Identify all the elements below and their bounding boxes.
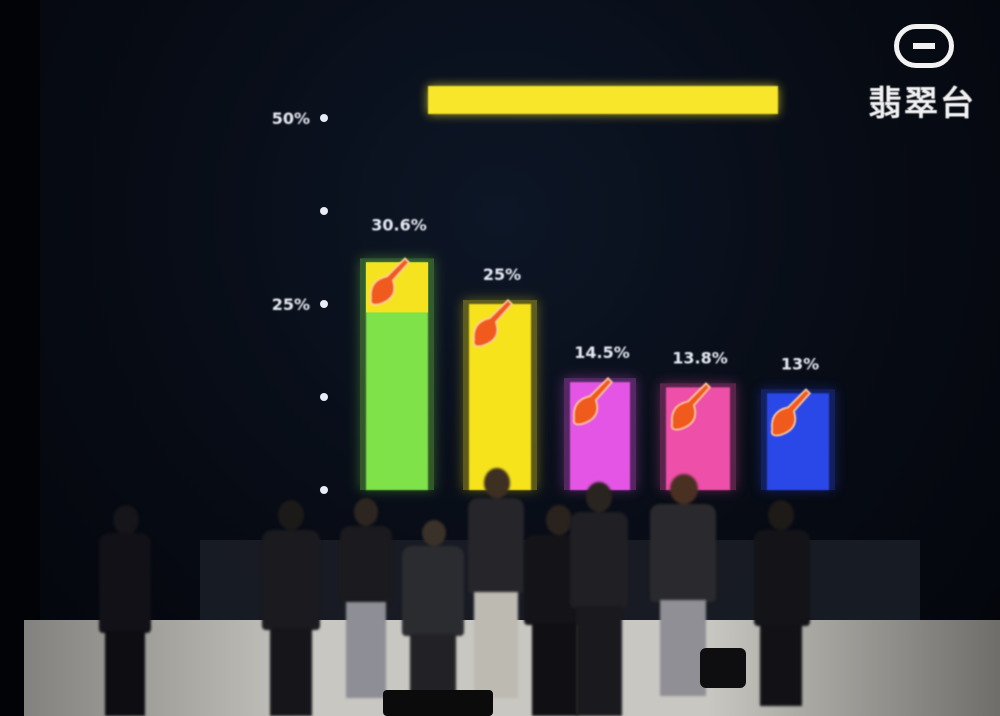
bar-value-label: 25% xyxy=(483,265,521,284)
bar-group xyxy=(761,388,835,490)
person-far-left xyxy=(95,505,155,716)
bar-group xyxy=(660,382,736,490)
channel-logo-icon xyxy=(894,24,954,68)
pipa-icon xyxy=(472,298,514,348)
bar xyxy=(767,393,829,490)
y-tick-mark xyxy=(320,207,328,215)
bar-value-label: 13% xyxy=(781,354,819,373)
person-6 xyxy=(648,474,718,696)
person-1 xyxy=(338,498,394,698)
y-tick-mark xyxy=(320,393,328,401)
bar-value-label: 14.5% xyxy=(574,343,630,362)
y-tick-mark xyxy=(320,300,328,308)
pipa-icon xyxy=(572,377,614,426)
y-tick-label: 25% xyxy=(272,295,310,314)
y-tick-mark xyxy=(320,486,328,494)
bar xyxy=(570,382,630,490)
bar-group xyxy=(360,257,434,490)
chart-title-banner xyxy=(428,86,778,114)
bar-value-label: 13.8% xyxy=(672,348,728,367)
person-3 xyxy=(466,468,526,698)
bar-group xyxy=(564,377,636,490)
pipa-icon xyxy=(670,382,712,431)
pipa-icon xyxy=(369,257,411,306)
channel-logo: 翡翠台 xyxy=(868,24,988,124)
left-border xyxy=(0,0,40,716)
bar-group xyxy=(463,298,537,490)
person-7 xyxy=(752,500,812,706)
y-tick-mark xyxy=(320,114,328,122)
person-2 xyxy=(398,520,468,716)
person-left xyxy=(258,500,324,716)
pipa-icon xyxy=(770,388,812,437)
person-5 xyxy=(566,482,632,716)
channel-logo-text: 翡翠台 xyxy=(868,84,976,124)
stage-monitor-speaker xyxy=(383,690,493,716)
y-tick-label: 50% xyxy=(272,109,310,128)
stage-camera xyxy=(700,648,746,688)
bar xyxy=(666,387,730,490)
bar-value-label: 30.6% xyxy=(371,215,427,234)
